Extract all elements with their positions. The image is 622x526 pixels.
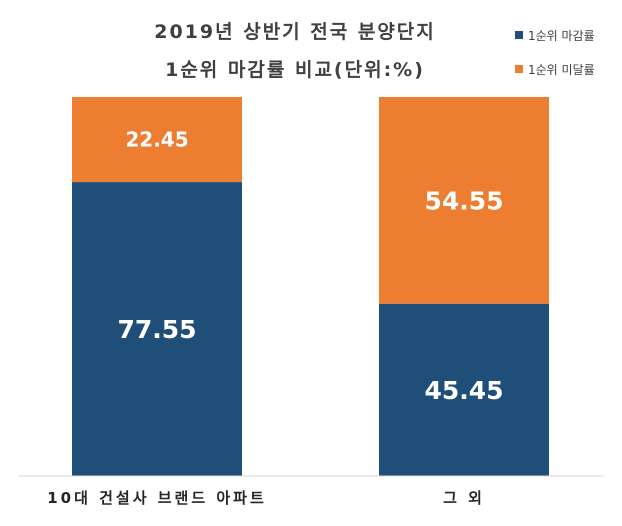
category-label-1: 10대 건설사 브랜드 아파트	[47, 489, 267, 507]
bar-group	[72, 97, 549, 476]
chart-subtitle: 1순위 마감률 비교(단위:%)	[165, 59, 425, 81]
legend-label-series-2: 1순위 미달률	[528, 63, 595, 77]
data-label-group: 77.55 22.45 45.45 54.55	[117, 128, 503, 405]
bar-segment-cat1-series2	[72, 97, 242, 183]
category-label-group: 10대 건설사 브랜드 아파트 그 외	[47, 489, 485, 507]
bar-segment-cat2-series2	[379, 97, 549, 304]
data-label-cat1-series2: 22.45	[125, 128, 188, 152]
data-label-cat2-series2: 54.55	[424, 186, 503, 215]
data-label-cat2-series1: 45.45	[424, 376, 503, 405]
data-label-cat1-series1: 77.55	[117, 315, 196, 344]
legend-swatch-series-2	[515, 65, 523, 73]
bar-segment-cat2-series1	[379, 303, 549, 476]
legend-swatch-series-1	[515, 31, 523, 39]
legend-label-series-1: 1순위 마감률	[528, 29, 595, 43]
bar-segment-cat1-series1	[72, 182, 242, 476]
legend: 1순위 마감률 1순위 미달률	[515, 29, 595, 77]
chart-title: 2019년 상반기 전국 분양단지	[154, 21, 436, 43]
category-label-2: 그 외	[443, 489, 485, 507]
